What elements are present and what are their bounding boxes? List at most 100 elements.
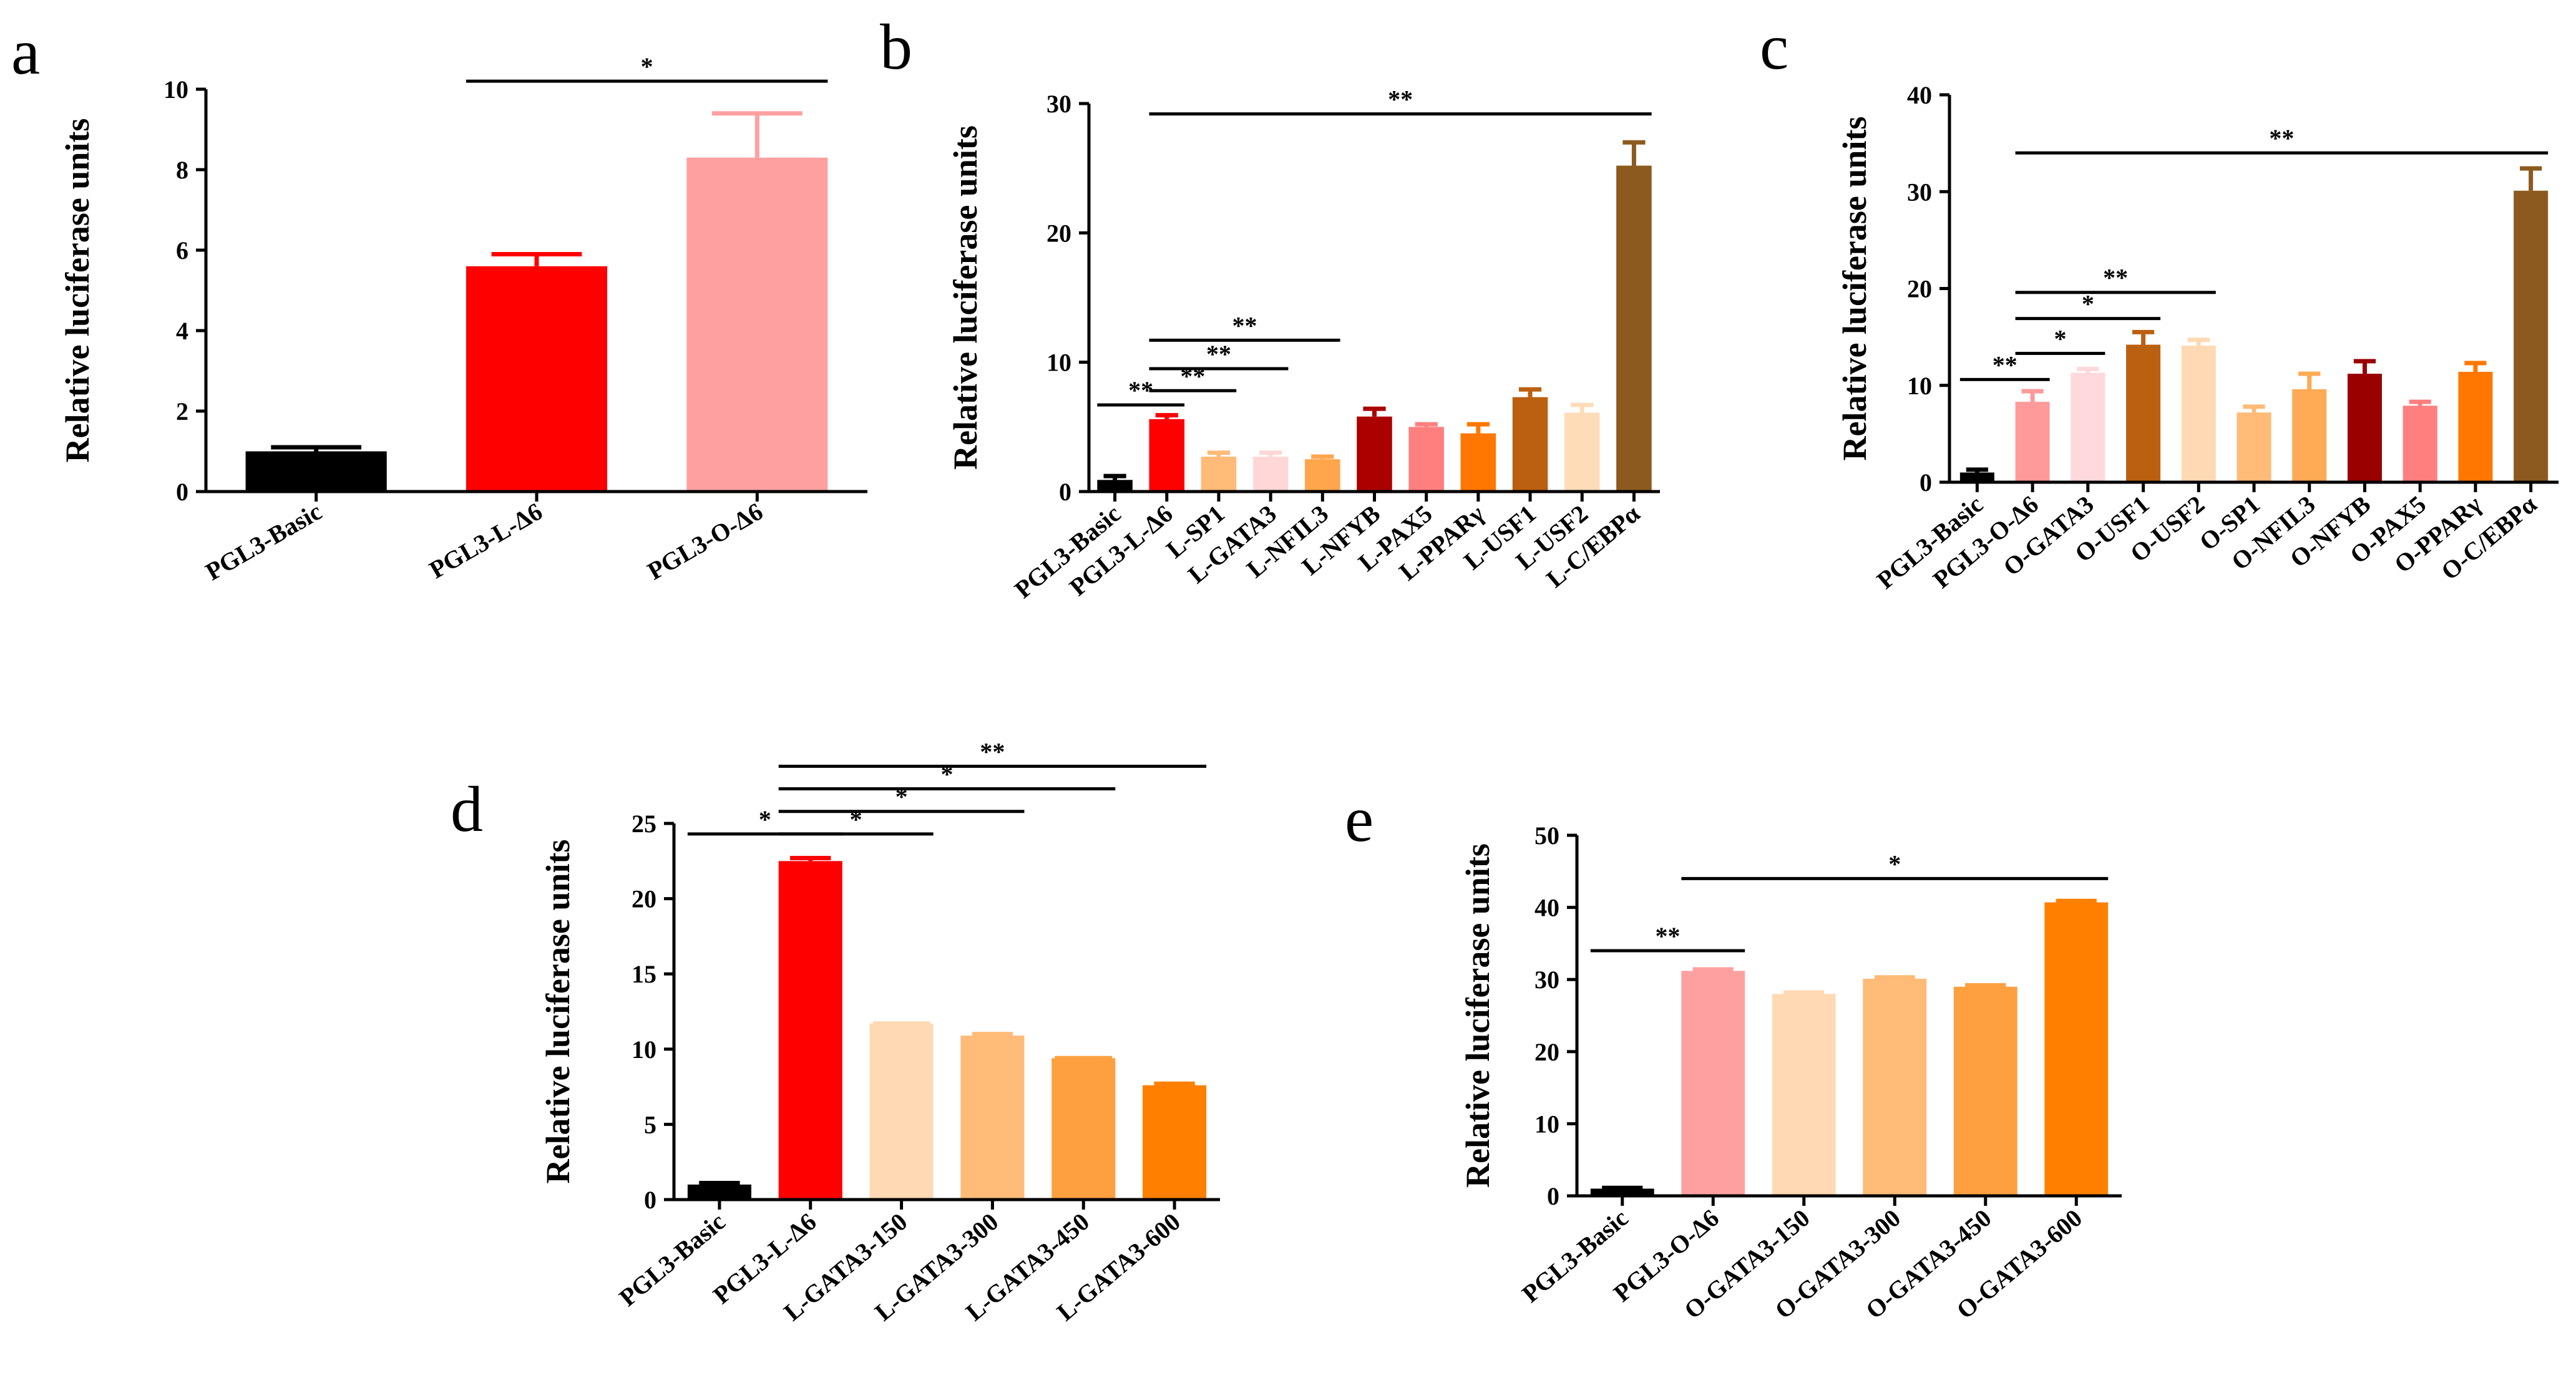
- x-tick-label: PGL3-O-Δ6: [643, 497, 768, 586]
- y-tick-label: 15: [632, 960, 656, 988]
- significance-label: *: [641, 52, 653, 80]
- bar: [2126, 344, 2161, 482]
- significance-label: **: [2269, 124, 2294, 152]
- significance-label: *: [941, 760, 954, 789]
- y-tick-label: 20: [1046, 219, 1071, 247]
- panel-d: d Relative luciferase units 0 5 10 15 20 25 PGL3…: [451, 737, 1220, 1326]
- bar: [466, 266, 608, 492]
- bar: [1305, 459, 1340, 492]
- bar: [687, 1184, 751, 1200]
- bar: [1590, 1188, 1654, 1196]
- y-tick-label: 30: [1907, 178, 1932, 206]
- bar: [2071, 372, 2105, 482]
- y-tick-label: 40: [1534, 894, 1559, 922]
- significance-label: *: [850, 805, 862, 833]
- bar: [2347, 374, 2382, 482]
- significance-label: **: [1388, 85, 1413, 114]
- y-tick-label: 30: [1046, 90, 1071, 118]
- x-tick-label: PGL3-Basic: [613, 1207, 730, 1311]
- y-axis-title: Relative luciferase units: [1459, 843, 1496, 1188]
- bar: [1953, 986, 2017, 1196]
- significance-label: **: [1993, 351, 2017, 379]
- bar: [1143, 1085, 1207, 1200]
- bar: [1512, 397, 1548, 492]
- bar: [1097, 480, 1133, 492]
- bar: [245, 451, 387, 492]
- y-tick-label: 10: [1534, 1110, 1559, 1138]
- y-tick-label: 2: [176, 397, 188, 425]
- bar: [1681, 971, 1745, 1196]
- bar: [1051, 1058, 1116, 1200]
- panel-letter: a: [11, 16, 40, 88]
- bar: [2015, 402, 2050, 482]
- y-tick-label: 10: [632, 1036, 656, 1064]
- y-tick-label: 10: [1907, 372, 1932, 400]
- y-tick-label: 40: [1907, 81, 1932, 109]
- y-tick-label: 0: [1920, 468, 1932, 497]
- bar: [1201, 457, 1237, 492]
- bar: [2181, 346, 2216, 482]
- significance-label: *: [2082, 290, 2094, 318]
- y-tick-label: 0: [176, 478, 188, 506]
- significance-label: *: [2054, 325, 2066, 353]
- panel-letter: e: [1345, 784, 1373, 855]
- bar: [2237, 412, 2271, 482]
- bar: [1149, 419, 1185, 492]
- y-axis-title: Relative luciferase units: [1836, 117, 1873, 461]
- bar: [1252, 457, 1289, 492]
- bar: [1564, 412, 1600, 492]
- bar: [686, 157, 828, 492]
- panel-letter: c: [1760, 11, 1788, 83]
- bar: [2514, 190, 2549, 482]
- bar: [2458, 372, 2493, 482]
- y-axis-title: Relative luciferase units: [59, 119, 96, 463]
- significance-label: *: [895, 783, 908, 811]
- y-tick-label: 0: [644, 1186, 656, 1214]
- panel-letter: d: [451, 774, 483, 845]
- bar: [1408, 427, 1444, 492]
- y-tick-label: 6: [176, 236, 188, 264]
- y-tick-label: 8: [176, 156, 188, 184]
- bar: [960, 1036, 1025, 1200]
- bar: [1460, 433, 1496, 492]
- y-axis-title: Relative luciferase units: [947, 125, 984, 470]
- bar: [2292, 389, 2327, 482]
- bar: [869, 1023, 934, 1200]
- y-tick-label: 0: [1547, 1182, 1559, 1210]
- bar: [1772, 994, 1836, 1196]
- significance-label: **: [1180, 362, 1205, 390]
- significance-label: **: [1656, 922, 1681, 950]
- significance-label: **: [1232, 311, 1257, 339]
- bar: [1863, 979, 1927, 1196]
- bar: [2403, 405, 2437, 482]
- y-tick-label: 25: [632, 810, 656, 838]
- significance-label: **: [2103, 264, 2128, 292]
- y-tick-label: 10: [1046, 349, 1071, 377]
- y-tick-label: 20: [632, 885, 656, 913]
- bar: [1616, 165, 1652, 492]
- significance-label: **: [1206, 340, 1231, 368]
- y-tick-label: 30: [1534, 966, 1559, 994]
- y-tick-label: 0: [1059, 478, 1071, 506]
- significance-label: *: [1888, 850, 1901, 878]
- y-tick-label: 5: [644, 1110, 656, 1138]
- y-axis-title: Relative luciferase units: [539, 840, 577, 1184]
- panel-a: a Relative luciferase units 0 2 4 6 8 10 PGL3-Ba…: [11, 16, 867, 586]
- significance-label: **: [980, 737, 1005, 765]
- bar: [1959, 472, 1994, 482]
- y-tick-label: 20: [1907, 275, 1932, 303]
- bar: [1357, 416, 1392, 492]
- significance-label: *: [759, 805, 771, 833]
- bar: [2044, 902, 2109, 1196]
- panel-letter: b: [880, 11, 912, 83]
- y-tick-label: 10: [163, 75, 188, 104]
- bar: [778, 861, 842, 1200]
- y-tick-label: 20: [1534, 1038, 1559, 1066]
- y-tick-label: 50: [1534, 822, 1559, 850]
- x-tick-label: PGL3-Basic: [201, 497, 326, 586]
- x-tick-label: PGL3-L-Δ6: [424, 497, 547, 584]
